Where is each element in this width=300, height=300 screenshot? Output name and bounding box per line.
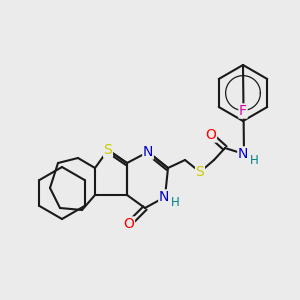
Text: S: S [103,143,112,157]
Text: S: S [196,165,204,179]
Text: N: N [143,145,153,159]
Text: O: O [124,217,134,231]
Text: N: N [159,190,169,204]
Text: H: H [171,196,179,209]
Text: N: N [238,147,248,161]
Text: H: H [250,154,258,167]
Text: F: F [239,104,247,118]
Text: O: O [206,128,216,142]
